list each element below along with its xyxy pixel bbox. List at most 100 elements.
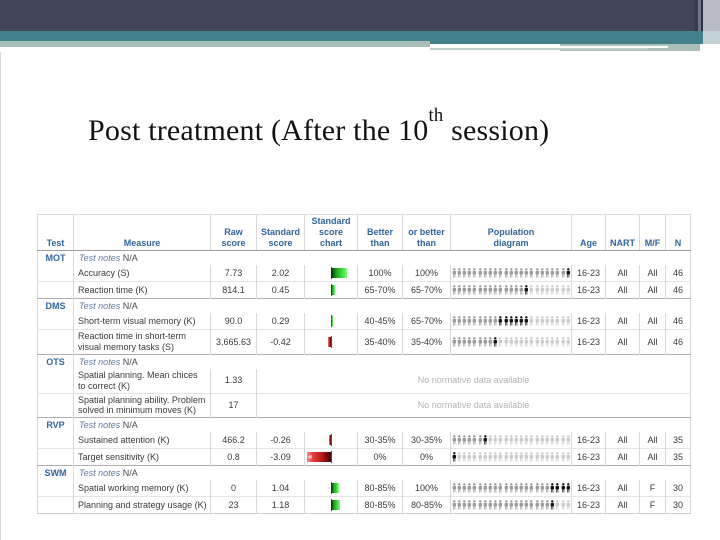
or-better-than-cell: 65-70% [402, 281, 451, 299]
person-icon [488, 452, 493, 462]
person-icon [540, 268, 545, 278]
n-cell: 46 [665, 281, 691, 299]
person-icon [483, 268, 488, 278]
standard-score-chart-cell [304, 432, 358, 449]
population-diagram [452, 337, 570, 347]
person-icon [457, 435, 462, 445]
n-cell: 30 [665, 480, 691, 497]
score-bar-positive [331, 483, 340, 494]
person-icon [545, 500, 550, 510]
person-icon [483, 285, 488, 295]
test-name-empty [37, 496, 74, 515]
person-icon [566, 500, 571, 510]
n-cell: 30 [665, 496, 691, 515]
person-icon [524, 452, 529, 462]
person-icon [509, 337, 514, 347]
population-diagram-cell [450, 313, 572, 330]
test-name-empty [37, 329, 74, 355]
person-icon [488, 268, 493, 278]
standard-score-chart-cell [304, 281, 358, 299]
population-diagram [452, 483, 570, 493]
person-icon [550, 452, 555, 462]
person-icon [550, 483, 555, 493]
n-cell: 46 [665, 265, 691, 282]
person-icon [555, 452, 560, 462]
person-icon [472, 337, 477, 347]
standard-score-chart-cell [304, 496, 358, 515]
mf-cell: All [639, 329, 666, 355]
population-diagram-cell [450, 448, 572, 466]
standard-score-chart-cell: « [304, 448, 358, 466]
score-bar-positive [331, 268, 348, 279]
table-row: Sustained attention (K) 466.2 -0.26 30-35% 3… [38, 432, 691, 449]
standard-score-cell: 0.29 [256, 313, 305, 330]
or-better-than-cell: 35-40% [402, 329, 451, 355]
score-bar-positive [331, 500, 341, 511]
person-icon [498, 483, 503, 493]
raw-score-cell: 23 [210, 496, 257, 515]
person-icon [457, 452, 462, 462]
person-icon [550, 268, 555, 278]
test-name-empty [37, 448, 74, 466]
test-notes-row: MOT Test notes N/A [38, 250, 691, 266]
population-diagram-cell [450, 329, 572, 355]
title-superscript: th [428, 104, 444, 126]
standard-score-chart-cell [304, 265, 358, 282]
age-cell: 16-23 [571, 329, 606, 355]
table-row: Reaction time (K) 814.1 0.45 65-70% 65-70% 16… [37, 281, 691, 299]
score-bar-chart [313, 336, 349, 349]
mf-cell: F [639, 496, 666, 515]
raw-score-cell: 90.0 [210, 313, 257, 330]
raw-score-cell: 814.1 [210, 281, 257, 299]
raw-score-cell: 3,665.63 [210, 329, 257, 355]
person-icon [535, 435, 540, 445]
standard-score-chart-cell [304, 329, 358, 355]
score-bar-negative [328, 435, 331, 446]
person-icon [457, 316, 462, 326]
test-name-empty [38, 432, 74, 449]
person-icon [478, 435, 483, 445]
person-icon [452, 285, 457, 295]
person-icon [509, 435, 514, 445]
age-cell: 16-23 [571, 265, 606, 282]
person-icon [504, 285, 509, 295]
person-icon [519, 268, 524, 278]
test-notes-label: Test notes [79, 300, 121, 311]
better-than-cell: 80-85% [357, 496, 403, 515]
score-bar-chart [313, 284, 349, 297]
person-icon [509, 500, 514, 510]
person-icon [524, 316, 529, 326]
person-icon [561, 316, 566, 326]
person-icon [524, 500, 529, 510]
person-icon [524, 268, 529, 278]
person-icon [561, 337, 566, 347]
or-better-than-cell: 100% [402, 480, 451, 497]
person-icon [535, 285, 540, 295]
test-name-empty [38, 480, 74, 497]
banner-bar-sage-gap [560, 46, 668, 48]
or-better-than-cell: 100% [402, 265, 451, 282]
nart-cell: All [605, 265, 640, 282]
person-icon [467, 337, 472, 347]
test-notes-label: Test notes [79, 419, 121, 430]
person-icon [540, 500, 545, 510]
test-notes: Test notes N/A [73, 354, 691, 369]
header-age: Age [571, 214, 606, 252]
person-icon [514, 316, 519, 326]
person-icon [561, 483, 566, 493]
table-row: Spatial working memory (K) 0 1.04 80-85% 100… [38, 480, 691, 497]
person-icon [457, 285, 462, 295]
chart-center-line [331, 451, 332, 464]
better-than-cell: 30-35% [357, 432, 403, 449]
person-icon [535, 452, 540, 462]
person-icon [483, 483, 488, 493]
test-name: MOT [45, 252, 66, 263]
measure-cell: Spatial planning ability. Problem solved… [73, 392, 211, 418]
person-icon [550, 316, 555, 326]
table-header-row: Test Measure Raw score Standard score St… [37, 214, 691, 252]
person-icon [529, 500, 534, 510]
test-notes: Test notes N/A [73, 250, 691, 266]
standard-score-chart-cell [304, 313, 358, 330]
person-icon [462, 500, 467, 510]
